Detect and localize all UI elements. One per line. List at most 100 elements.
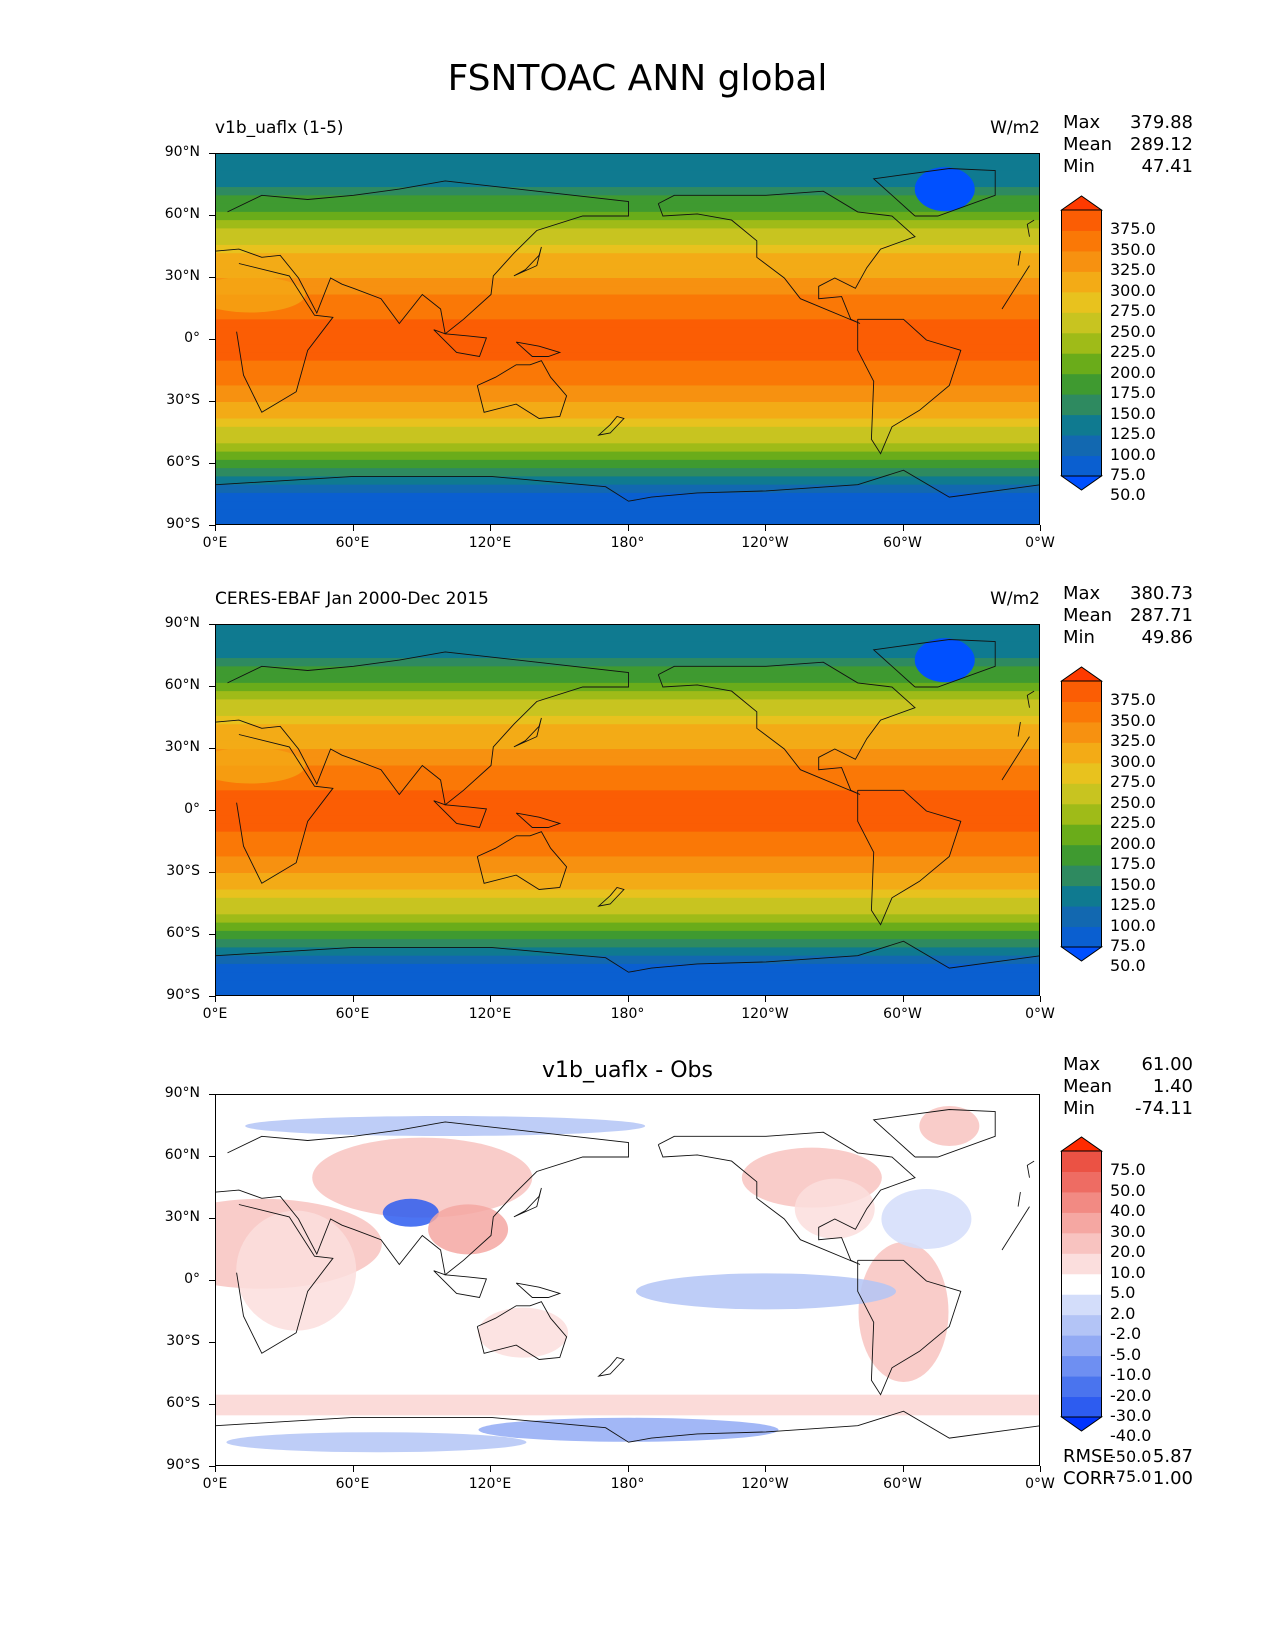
colorbar-extend-min bbox=[1060, 475, 1104, 491]
x-tick-label: 0°W bbox=[1025, 1006, 1055, 1022]
max-label: Max bbox=[1063, 583, 1101, 604]
zonal-band bbox=[216, 195, 1039, 205]
colorbar-tick-label: 5.0 bbox=[1110, 1283, 1136, 1303]
x-tick-label: 180° bbox=[610, 535, 645, 551]
colorbar-segment bbox=[1061, 803, 1102, 825]
coastline bbox=[657, 190, 916, 324]
zonal-band bbox=[216, 393, 1039, 403]
coastline bbox=[597, 886, 625, 907]
x-tick-mark bbox=[902, 996, 904, 1002]
mean-label: Mean bbox=[1063, 605, 1113, 626]
panel2-title: CERES-EBAF Jan 2000-Dec 2015 bbox=[215, 589, 489, 609]
coastline bbox=[597, 1356, 625, 1377]
zonal-band bbox=[216, 988, 1039, 995]
zonal-band bbox=[216, 327, 1039, 337]
max-value: 61.00 bbox=[1141, 1054, 1193, 1075]
zonal-band bbox=[216, 724, 1039, 734]
greenland-low bbox=[914, 638, 975, 683]
colorbar-extend-max bbox=[1060, 1136, 1104, 1152]
colorbar-tick-label: -5.0 bbox=[1110, 1344, 1142, 1364]
figure-title: FSNTOAC ANN global bbox=[447, 58, 828, 99]
colorbar-segment bbox=[1061, 906, 1102, 928]
zonal-band bbox=[216, 517, 1039, 524]
coastline bbox=[857, 318, 962, 455]
map-svg bbox=[216, 1095, 1039, 1465]
y-tick-label: 90°N bbox=[164, 615, 200, 631]
colorbar-segment bbox=[1061, 1232, 1102, 1254]
panel1-units: W/m2 bbox=[990, 118, 1040, 138]
zonal-band bbox=[216, 368, 1039, 378]
difference-region bbox=[245, 1116, 646, 1136]
x-tick-label: 60°W bbox=[883, 535, 922, 551]
southern-ocean-band bbox=[216, 1394, 1039, 1416]
zonal-band bbox=[216, 930, 1039, 940]
x-tick-mark bbox=[215, 1466, 216, 1472]
min-value: 49.86 bbox=[1141, 627, 1193, 648]
x-tick-label: 60°E bbox=[335, 1006, 370, 1022]
zonal-band bbox=[216, 402, 1039, 411]
coastline bbox=[216, 1410, 1039, 1443]
colorbar-tick-label: 225.0 bbox=[1110, 813, 1156, 833]
x-tick-mark bbox=[627, 996, 629, 1002]
zonal-band bbox=[216, 261, 1039, 271]
x-tick-label: 120°W bbox=[741, 1006, 789, 1022]
zonal-band bbox=[216, 286, 1039, 296]
zonal-band bbox=[216, 740, 1039, 750]
coastline bbox=[515, 341, 562, 357]
coastline bbox=[433, 1270, 488, 1299]
y-tick-label: 0° bbox=[184, 801, 200, 817]
zonal-band bbox=[216, 873, 1039, 882]
zonal-band bbox=[216, 848, 1039, 858]
coastline bbox=[657, 1131, 916, 1265]
y-tick-mark bbox=[209, 1094, 215, 1095]
coastline bbox=[513, 1187, 542, 1218]
y-tick-label: 0° bbox=[184, 1271, 200, 1287]
corr-label: CORR bbox=[1063, 1468, 1115, 1489]
x-tick-label: 120°W bbox=[741, 535, 789, 551]
panel3-map bbox=[215, 1094, 1040, 1466]
x-tick-label: 60°E bbox=[335, 535, 370, 551]
x-tick-mark bbox=[627, 1466, 629, 1472]
y-tick-label: 90°S bbox=[166, 516, 200, 532]
colorbar-segment bbox=[1061, 230, 1102, 252]
coastline bbox=[236, 1204, 1030, 1354]
panel3-colorbar bbox=[1060, 1136, 1105, 1432]
x-tick-label: 60°E bbox=[335, 1476, 370, 1492]
mean-label: Mean bbox=[1063, 134, 1113, 155]
colorbar-extend-min bbox=[1060, 946, 1104, 962]
panel3-error-stats: RMSE 5.87 CORR 1.00 bbox=[1063, 1446, 1193, 1490]
colorbar-segment bbox=[1061, 783, 1102, 805]
y-tick-mark bbox=[209, 1280, 215, 1281]
coastline bbox=[515, 1282, 562, 1298]
zonal-band bbox=[216, 715, 1039, 725]
colorbar-segment bbox=[1061, 353, 1102, 375]
colorbar-segment bbox=[1061, 210, 1102, 231]
x-tick-mark bbox=[627, 525, 629, 531]
y-tick-mark bbox=[209, 686, 215, 687]
mean-value: 289.12 bbox=[1130, 134, 1193, 155]
difference-region bbox=[919, 1106, 980, 1146]
zonal-band bbox=[216, 707, 1039, 717]
x-tick-mark bbox=[902, 525, 904, 531]
zonal-band bbox=[216, 906, 1039, 915]
zonal-band bbox=[216, 790, 1039, 800]
zonal-band bbox=[216, 939, 1039, 948]
coastline bbox=[433, 800, 488, 829]
zonal-band bbox=[216, 864, 1039, 874]
y-tick-label: 60°N bbox=[164, 1147, 200, 1163]
x-tick-label: 0°E bbox=[202, 535, 228, 551]
x-tick-label: 120°E bbox=[468, 1006, 512, 1022]
colorbar-segment bbox=[1061, 1273, 1102, 1295]
x-tick-label: 60°W bbox=[883, 1006, 922, 1022]
zonal-band bbox=[216, 236, 1039, 246]
min-value: -74.11 bbox=[1134, 1098, 1193, 1119]
y-tick-label: 0° bbox=[184, 330, 200, 346]
y-tick-label: 90°S bbox=[166, 987, 200, 1003]
zonal-band bbox=[216, 914, 1039, 924]
zonal-band bbox=[216, 889, 1039, 899]
colorbar-segment bbox=[1061, 1191, 1102, 1213]
zonal-band bbox=[216, 352, 1039, 362]
colorbar-segment bbox=[1061, 271, 1102, 293]
mean-value: 287.71 bbox=[1130, 605, 1193, 626]
y-tick-label: 30°N bbox=[164, 1209, 200, 1225]
